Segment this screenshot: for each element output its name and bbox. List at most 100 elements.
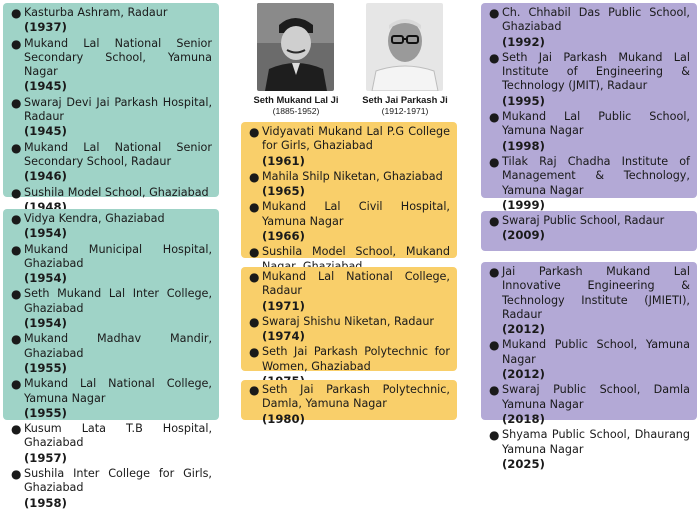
list-item: ● Seth Jai Parkash Polytechnic for Women,…: [247, 345, 450, 388]
bullet-icon: ●: [489, 214, 500, 228]
item-text: Kusum Lata T.B Hospital, Ghaziabad: [24, 422, 212, 450]
list-item: ● Swaraj Shishu Niketan, Radaur (1974): [247, 315, 450, 344]
item-text: Swaraj Public School, Damla Yamuna Nagar: [502, 383, 690, 411]
mid-box-3: ● Seth Jai Parkash Polytechnic, Damla, Ya…: [241, 380, 457, 426]
list-item: ● Mukand Lal National College, Yamuna Nag…: [9, 377, 212, 420]
list-item: ● Seth Mukand Lal Inter College, Ghaziaba…: [9, 287, 212, 330]
item-text: Seth Jai Parkash Mukand Lal Institute of…: [502, 50, 690, 93]
left-top-box: ● Kasturba Ashram, Radaur (1937) ● Mukand La…: [3, 3, 219, 214]
item-year: (1999): [502, 197, 545, 212]
item-year: (1965): [262, 184, 305, 199]
list-item: ● Seth Jai Parkash Polytechnic, Damla, Ya…: [247, 383, 450, 426]
right-box-3: ● Jai Parkash Mukand Lal Innovative Engin…: [481, 262, 697, 471]
item-year: (1946): [24, 169, 67, 184]
item-year: (1954): [24, 226, 67, 241]
list-item: ● Mahila Shilp Niketan, Ghaziabad (1965): [247, 170, 450, 199]
item-year: (1955): [24, 360, 67, 375]
mid-box-2: ● Mukand Lal National College, Radaur (197…: [241, 267, 457, 388]
right-list-2: ● Swaraj Public School, Radaur (2009): [487, 214, 690, 243]
bullet-icon: ●: [11, 212, 22, 226]
item-year: (1937): [24, 20, 67, 35]
item-year: (1992): [502, 34, 545, 49]
photo-mukand-lal: [257, 3, 334, 91]
item-text: Seth Jai Parkash Polytechnic for Women, …: [262, 345, 450, 373]
left-top-list: ● Kasturba Ashram, Radaur (1937) ● Mukand La…: [9, 6, 212, 214]
bullet-icon: ●: [489, 383, 500, 398]
item-year: (1955): [24, 405, 67, 420]
item-text: Seth Jai Parkash Polytechnic, Damla, Yam…: [262, 383, 450, 411]
bullet-icon: ●: [489, 428, 500, 443]
list-item: ● Ch. Chhabil Das Public School, Ghaziaba…: [487, 6, 690, 49]
item-text: Vidya Kendra, Ghaziabad: [24, 212, 165, 225]
list-item: ● Swaraj Public School, Damla Yamuna Naga…: [487, 383, 690, 426]
bullet-icon: ●: [249, 345, 260, 360]
bullet-icon: ●: [11, 6, 22, 20]
item-text: Swaraj Devi Jai Parkash Hospital, Radaur: [24, 95, 212, 124]
caption-years: (1912-1971): [381, 106, 429, 116]
right-list-3: ● Jai Parkash Mukand Lal Innovative Engin…: [487, 265, 690, 471]
item-year: (2025): [502, 456, 545, 471]
bullet-icon: ●: [489, 6, 500, 20]
list-item: ● Vidyavati Mukand Lal P.G College for Gi…: [247, 125, 450, 168]
caption-name: Seth Jai Parkash Ji: [362, 94, 448, 105]
list-item: ● Sushila Inter College for Girls, Ghazia…: [9, 467, 212, 510]
item-year: (1945): [24, 124, 67, 139]
item-text: Mukand Lal Civil Hospital, Yamuna Nagar: [262, 200, 450, 228]
bullet-icon: ●: [249, 383, 260, 397]
item-year: (1945): [24, 79, 67, 94]
item-text: Mukand Public School, Yamuna Nagar: [502, 338, 690, 366]
item-text: Sushila Model School, Ghaziabad: [24, 185, 209, 199]
item-text: Mukand Lal National College, Yamuna Naga…: [24, 377, 212, 405]
item-year: (1971): [262, 298, 305, 313]
list-item: ● Mukand Lal National Senior Secondary Sc…: [9, 37, 212, 94]
bullet-icon: ●: [11, 185, 22, 200]
bullet-icon: ●: [489, 265, 500, 279]
list-item: ● Kasturba Ashram, Radaur (1937): [9, 6, 212, 35]
bullet-icon: ●: [489, 50, 500, 65]
list-item: ● Tilak Raj Chadha Institute of Managemen…: [487, 155, 690, 212]
item-text: Seth Mukand Lal Inter College, Ghaziabad: [24, 287, 212, 315]
bullet-icon: ●: [11, 140, 22, 155]
item-text: Vidyavati Mukand Lal P.G College for Gir…: [262, 125, 450, 153]
item-year: (1961): [262, 153, 305, 168]
bullet-icon: ●: [11, 95, 22, 110]
item-year: (2012): [502, 322, 545, 337]
caption-mukand-lal: Seth Mukand Lal Ji (1885-1952): [244, 94, 348, 117]
left-bottom-list: ● Vidya Kendra, Ghaziabad (1954) ● Mukand Mu…: [9, 212, 212, 510]
bullet-icon: ●: [11, 422, 22, 437]
item-text: Mukand Municipal Hospital, Ghaziabad: [24, 242, 212, 270]
item-text: Mukand Lal National Senior Secondary Sch…: [24, 140, 212, 168]
item-year: (2018): [502, 411, 545, 426]
item-text: Mukand Lal Public School, Yamuna Nagar: [502, 110, 690, 138]
mid-box-1: ● Vidyavati Mukand Lal P.G College for Gi…: [241, 122, 457, 288]
list-item: ● Mukand Public School, Yamuna Nagar (2012…: [487, 338, 690, 381]
bullet-icon: ●: [249, 125, 260, 139]
item-text: Ch. Chhabil Das Public School, Ghaziabad: [502, 6, 690, 34]
bullet-icon: ●: [11, 36, 22, 51]
item-year: (2009): [502, 228, 545, 243]
item-text: Mukand Lal National Senior Secondary Sch…: [24, 36, 212, 79]
right-box-1: ● Ch. Chhabil Das Public School, Ghaziaba…: [481, 3, 697, 212]
caption-name: Seth Mukand Lal Ji: [253, 94, 339, 105]
item-year: (1974): [262, 329, 305, 344]
item-year: (1957): [24, 450, 67, 465]
list-item: ● Mukand Municipal Hospital, Ghaziabad (19…: [9, 243, 212, 286]
item-year: (1954): [24, 271, 67, 286]
bullet-icon: ●: [249, 314, 260, 329]
item-year: (1954): [24, 316, 67, 331]
item-text: Mukand Madhav Mandir, Ghaziabad: [24, 332, 212, 360]
item-text: Tilak Raj Chadha Institute of Management…: [502, 154, 690, 197]
item-text: Sushila Inter College for Girls, Ghaziab…: [24, 467, 212, 495]
list-item: ● Mukand Lal Civil Hospital, Yamuna Nagar…: [247, 200, 450, 243]
list-item: ● Vidya Kendra, Ghaziabad (1954): [9, 212, 212, 241]
bullet-icon: ●: [489, 110, 500, 125]
bullet-icon: ●: [11, 467, 22, 482]
right-list-1: ● Ch. Chhabil Das Public School, Ghaziaba…: [487, 6, 690, 212]
list-item: ● Kusum Lata T.B Hospital, Ghaziabad (1957…: [9, 422, 212, 465]
mid-list-3: ● Seth Jai Parkash Polytechnic, Damla, Ya…: [247, 383, 450, 426]
right-box-2: ● Swaraj Public School, Radaur (2009): [481, 211, 697, 251]
list-item: ● Jai Parkash Mukand Lal Innovative Engin…: [487, 265, 690, 336]
item-text: Jai Parkash Mukand Lal Innovative Engine…: [502, 265, 690, 321]
item-text: Mukand Lal National College, Radaur: [262, 270, 450, 298]
bullet-icon: ●: [249, 169, 260, 184]
